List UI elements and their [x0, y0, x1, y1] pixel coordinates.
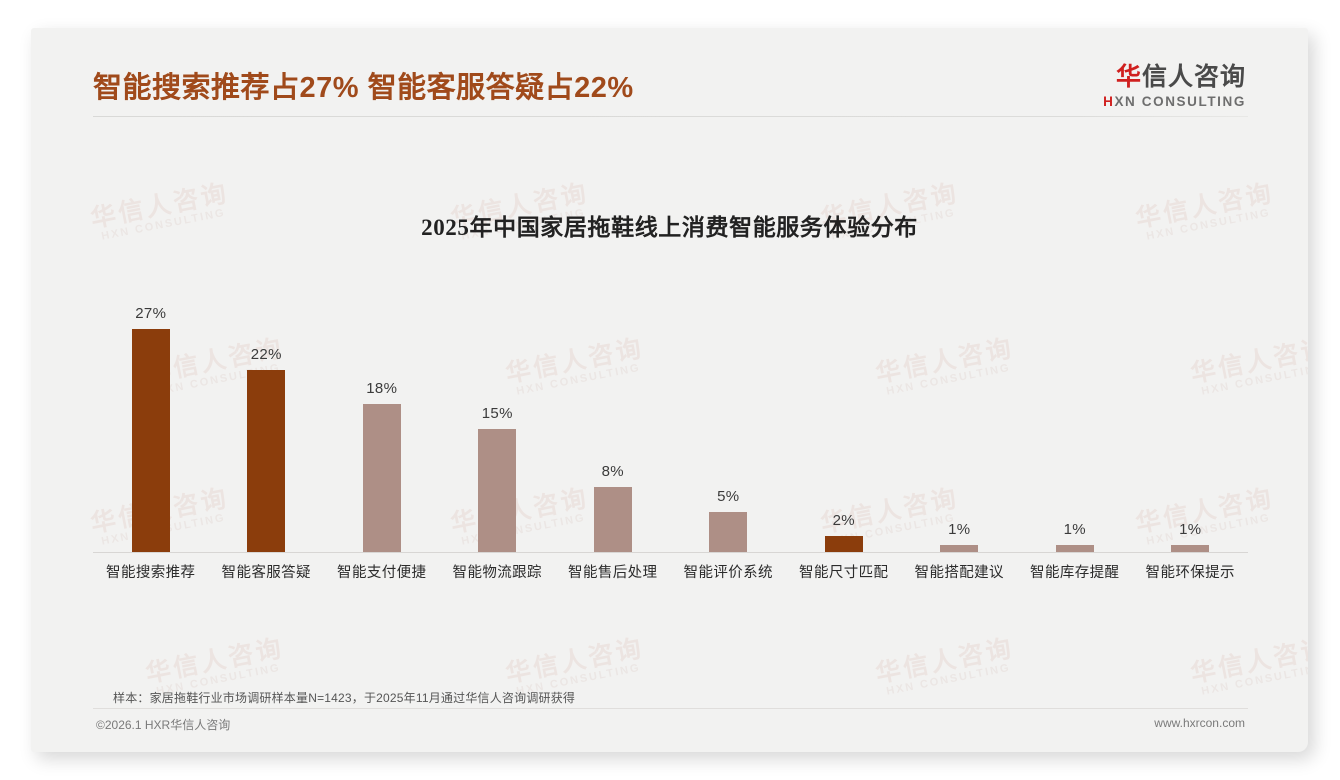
bar[interactable] [824, 536, 863, 553]
logo-h-character: H [1103, 93, 1115, 109]
x-axis-label: 智能物流跟踪 [452, 565, 542, 581]
page-title: 智能搜索推荐占27% 智能客服答疑占22% [93, 72, 634, 104]
copyright-text: ©2026.1 HXR华信人咨询 [96, 718, 231, 732]
x-axis-label: 智能客服答疑 [221, 565, 311, 581]
website-url: www.hxrcon.com [1154, 716, 1245, 730]
x-axis-label: 智能环保提示 [1145, 565, 1235, 581]
watermark-chinese: 华信人咨询 [1188, 634, 1308, 689]
slide-header: 智能搜索推荐占27% 智能客服答疑占22% [31, 28, 1308, 122]
logo-hua-character: 华 [1115, 63, 1142, 91]
bar[interactable] [709, 511, 748, 553]
bar[interactable] [940, 544, 979, 553]
x-axis-label: 智能尺寸匹配 [799, 565, 889, 581]
logo-chinese-text: 华信人咨询 [1103, 63, 1246, 92]
watermark-chinese: 华信人咨询 [143, 634, 287, 689]
header-divider [93, 116, 1248, 117]
x-axis-label: 智能搜索推荐 [106, 565, 196, 581]
bar-slot: 1% [902, 268, 1018, 553]
watermark-english: HXN CONSULTING [885, 662, 1012, 698]
bar-value-label: 1% [948, 520, 971, 538]
chart-title: 2025年中国家居拖鞋线上消费智能服务体验分布 [421, 215, 918, 240]
watermark-english: HXN CONSULTING [1200, 662, 1308, 698]
bar-group: 27% 22% 18% 15% 8% 5% 2% 1% 1% 1% [93, 268, 1248, 553]
bar[interactable] [247, 370, 286, 553]
bar[interactable] [1055, 544, 1094, 553]
x-axis-label: 智能支付便捷 [337, 565, 427, 581]
logo-english-rest: XN CONSULTING [1114, 93, 1246, 109]
chart-plot-area: 27% 22% 18% 15% 8% 5% 2% 1% 1% 1% [93, 268, 1248, 553]
bar-value-label: 1% [1179, 520, 1202, 538]
x-axis-label: 智能库存提醒 [1030, 565, 1120, 581]
bar-value-label: 1% [1063, 520, 1086, 538]
footer-divider [93, 708, 1248, 709]
logo-chinese-rest: 信人咨询 [1141, 63, 1246, 91]
bar[interactable] [131, 328, 170, 553]
watermark-chinese: 华信人咨询 [873, 634, 1017, 689]
bar-slot: 18% [324, 268, 440, 553]
bar-value-label: 22% [250, 346, 282, 364]
bar-slot: 22% [209, 268, 325, 553]
logo-english-text: HXN CONSULTING [1103, 94, 1246, 109]
bar[interactable] [1171, 544, 1210, 553]
bar-slot: 1% [1133, 268, 1249, 553]
slide-panel: 华信人咨询 HXN CONSULTING 华信人咨询 HXN CONSULTING 华信… [31, 28, 1308, 752]
bar[interactable] [593, 486, 632, 553]
bar-slot: 1% [1017, 268, 1133, 553]
brand-logo: 华信人咨询 HXN CONSULTING [1103, 63, 1246, 109]
watermark-chinese: 华信人咨询 [503, 634, 647, 689]
bar-slot: 5% [671, 268, 787, 553]
bar[interactable] [362, 403, 401, 553]
slide-footer: ©2026.1 HXR华信人咨询 www.hxrcon.com [93, 716, 1248, 742]
bar-value-label: 18% [366, 379, 398, 397]
bar-value-label: 5% [717, 487, 740, 505]
bar-slot: 8% [555, 268, 671, 553]
bar-value-label: 15% [481, 404, 513, 422]
bar-value-label: 8% [601, 462, 624, 480]
x-axis-label: 智能搭配建议 [914, 565, 1004, 581]
bar-slot: 2% [786, 268, 902, 553]
x-axis-label: 智能售后处理 [568, 565, 658, 581]
x-axis-label: 智能评价系统 [683, 565, 773, 581]
source-footnote: 样本：家居拖鞋行业市场调研样本量N=1423，于2025年11月通过华信人咨询调… [113, 691, 576, 705]
bar[interactable] [478, 428, 517, 553]
bar-slot: 15% [440, 268, 556, 553]
bar-slot: 27% [93, 268, 209, 553]
x-axis-labels: 智能搜索推荐 智能客服答疑 智能支付便捷 智能物流跟踪 智能售后处理 智能评价系统 智能尺寸… [93, 561, 1248, 582]
bar-value-label: 2% [832, 512, 855, 530]
x-axis-line [93, 552, 1248, 553]
bar-value-label: 27% [135, 304, 167, 322]
